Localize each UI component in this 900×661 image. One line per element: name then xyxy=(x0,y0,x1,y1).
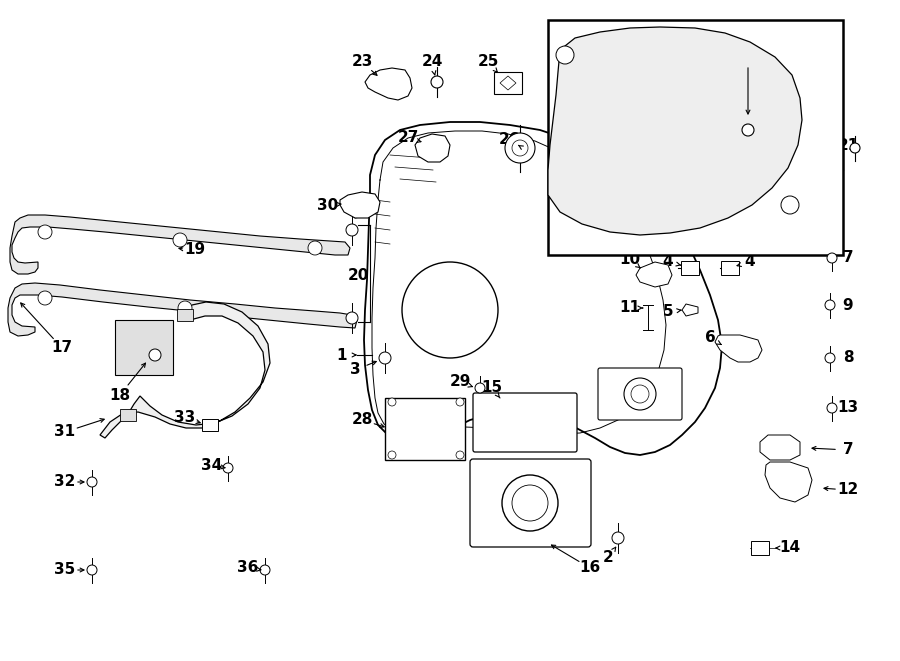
Text: 27: 27 xyxy=(397,130,418,145)
Circle shape xyxy=(178,301,192,315)
Text: 24: 24 xyxy=(421,54,443,69)
Circle shape xyxy=(388,451,396,459)
Polygon shape xyxy=(100,302,270,438)
Text: 30: 30 xyxy=(318,198,338,212)
Polygon shape xyxy=(548,27,802,235)
Polygon shape xyxy=(415,134,450,162)
Text: 15: 15 xyxy=(482,381,502,395)
FancyBboxPatch shape xyxy=(473,393,577,452)
Text: 1: 1 xyxy=(337,348,347,362)
Polygon shape xyxy=(500,76,516,90)
Text: 4: 4 xyxy=(662,254,673,270)
Bar xyxy=(721,261,739,275)
Circle shape xyxy=(38,291,52,305)
Circle shape xyxy=(402,262,498,358)
Circle shape xyxy=(556,46,574,64)
Bar xyxy=(681,261,699,275)
Circle shape xyxy=(624,378,656,410)
Circle shape xyxy=(87,477,97,487)
Bar xyxy=(494,72,522,94)
Text: 2: 2 xyxy=(603,551,614,566)
Circle shape xyxy=(475,383,485,393)
Text: 25: 25 xyxy=(477,54,499,69)
Bar xyxy=(751,541,769,555)
Text: 34: 34 xyxy=(202,457,222,473)
Circle shape xyxy=(388,398,396,406)
Polygon shape xyxy=(636,262,672,287)
Text: 13: 13 xyxy=(837,401,859,416)
Polygon shape xyxy=(8,283,357,336)
Text: 5: 5 xyxy=(662,305,673,319)
Text: 18: 18 xyxy=(110,387,130,403)
Polygon shape xyxy=(364,122,722,455)
Text: 35: 35 xyxy=(54,563,76,578)
Text: 9: 9 xyxy=(842,297,853,313)
Circle shape xyxy=(346,312,358,324)
Text: 32: 32 xyxy=(54,475,76,490)
Circle shape xyxy=(456,398,464,406)
Circle shape xyxy=(87,565,97,575)
Polygon shape xyxy=(682,304,698,316)
Polygon shape xyxy=(348,195,372,218)
Text: 7: 7 xyxy=(842,442,853,457)
Text: 23: 23 xyxy=(351,54,373,69)
Text: 33: 33 xyxy=(175,410,195,426)
Text: 8: 8 xyxy=(842,350,853,366)
Text: 20: 20 xyxy=(347,268,369,282)
Circle shape xyxy=(825,353,835,363)
Circle shape xyxy=(825,300,835,310)
Bar xyxy=(548,20,843,255)
Polygon shape xyxy=(765,462,812,502)
Polygon shape xyxy=(340,192,380,218)
Circle shape xyxy=(379,352,391,364)
Circle shape xyxy=(827,253,837,263)
Circle shape xyxy=(781,196,799,214)
Text: 17: 17 xyxy=(51,340,73,356)
Text: 31: 31 xyxy=(54,424,76,440)
Text: 14: 14 xyxy=(779,541,801,555)
FancyBboxPatch shape xyxy=(598,368,682,420)
Bar xyxy=(385,398,465,460)
Circle shape xyxy=(505,133,535,163)
Polygon shape xyxy=(10,215,350,274)
Text: 6: 6 xyxy=(705,330,716,346)
Text: 10: 10 xyxy=(619,253,641,268)
Circle shape xyxy=(456,451,464,459)
Text: 3: 3 xyxy=(350,362,360,377)
Polygon shape xyxy=(760,435,800,460)
Text: 36: 36 xyxy=(238,561,258,576)
Circle shape xyxy=(612,532,624,544)
Text: 26: 26 xyxy=(500,132,521,147)
Circle shape xyxy=(346,224,358,236)
Circle shape xyxy=(827,403,837,413)
Circle shape xyxy=(173,233,187,247)
Bar xyxy=(115,320,173,375)
Text: 12: 12 xyxy=(837,483,859,498)
Text: 29: 29 xyxy=(449,375,471,389)
Polygon shape xyxy=(715,335,762,362)
Polygon shape xyxy=(365,68,412,100)
Bar xyxy=(202,419,218,431)
Text: 28: 28 xyxy=(351,412,373,428)
Circle shape xyxy=(502,475,558,531)
Circle shape xyxy=(850,143,860,153)
Circle shape xyxy=(431,76,443,88)
Circle shape xyxy=(223,463,233,473)
Text: 4: 4 xyxy=(744,254,755,270)
Circle shape xyxy=(38,225,52,239)
Text: 21: 21 xyxy=(837,137,859,153)
Circle shape xyxy=(149,349,161,361)
Bar xyxy=(120,409,136,421)
FancyBboxPatch shape xyxy=(470,459,591,547)
Circle shape xyxy=(742,124,754,136)
Text: 22: 22 xyxy=(737,48,759,63)
Text: 11: 11 xyxy=(619,301,641,315)
Text: 7: 7 xyxy=(842,251,853,266)
Text: 19: 19 xyxy=(184,243,205,258)
Bar xyxy=(177,309,193,321)
Text: 16: 16 xyxy=(580,561,600,576)
Circle shape xyxy=(308,241,322,255)
Circle shape xyxy=(260,565,270,575)
